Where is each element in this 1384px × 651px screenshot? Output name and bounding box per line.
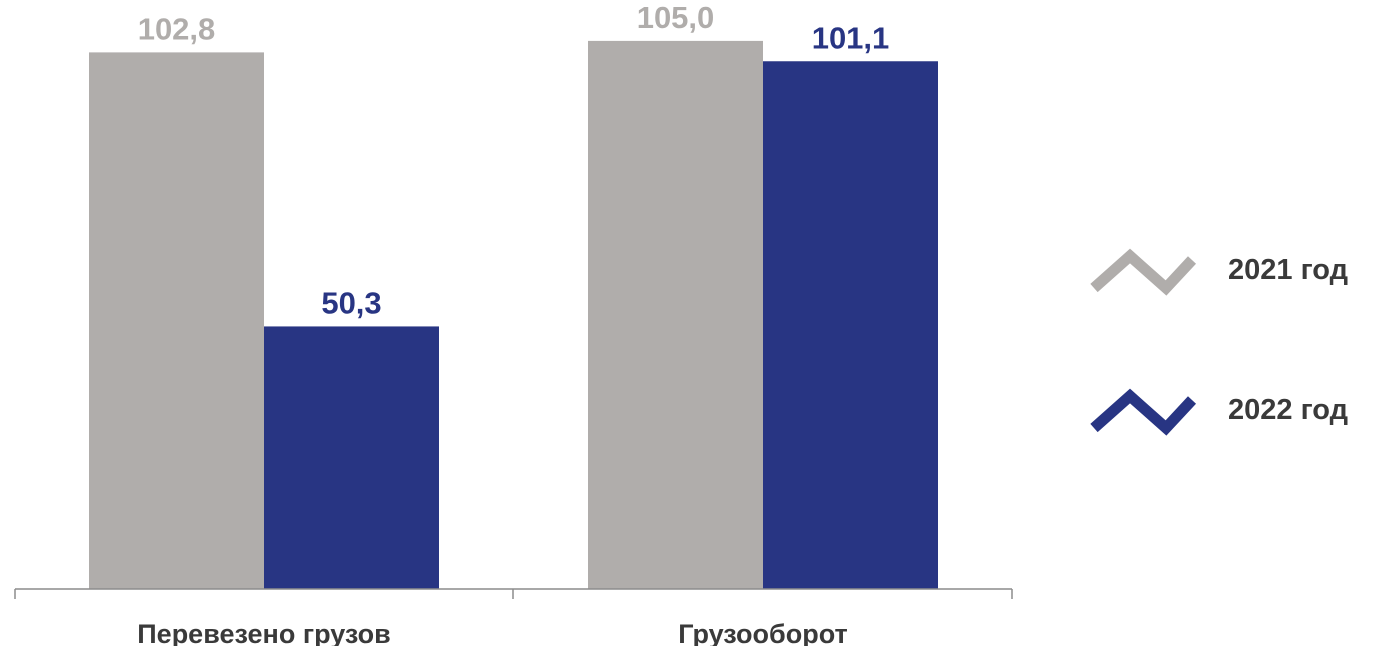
legend-item-2022: 2022 год <box>1088 380 1378 440</box>
legend-swatch-2021 <box>1090 248 1197 296</box>
legend: 2021 год 2022 год <box>1088 240 1378 520</box>
bar-series1-cat2 <box>588 40 763 589</box>
x-tick-label-2: Грузооборот <box>678 619 848 646</box>
legend-swatch-2022 <box>1090 388 1197 436</box>
data-label-series1-cat1: 102,8 <box>138 11 216 46</box>
legend-item-2021: 2021 год <box>1088 240 1378 300</box>
legend-label-2022: 2022 год <box>1228 394 1349 426</box>
bar-series2-cat2 <box>763 61 938 590</box>
data-label-series2-cat1: 50,3 <box>321 285 381 320</box>
data-label-series2-cat2: 101,1 <box>812 20 890 55</box>
bar-series1-cat1 <box>89 52 264 590</box>
data-label-series1-cat2: 105,0 <box>637 0 715 35</box>
x-tick-label-1: Перевезено грузов <box>137 619 390 646</box>
legend-label-2021: 2021 год <box>1228 254 1349 286</box>
bar-series2-cat1 <box>264 326 439 589</box>
